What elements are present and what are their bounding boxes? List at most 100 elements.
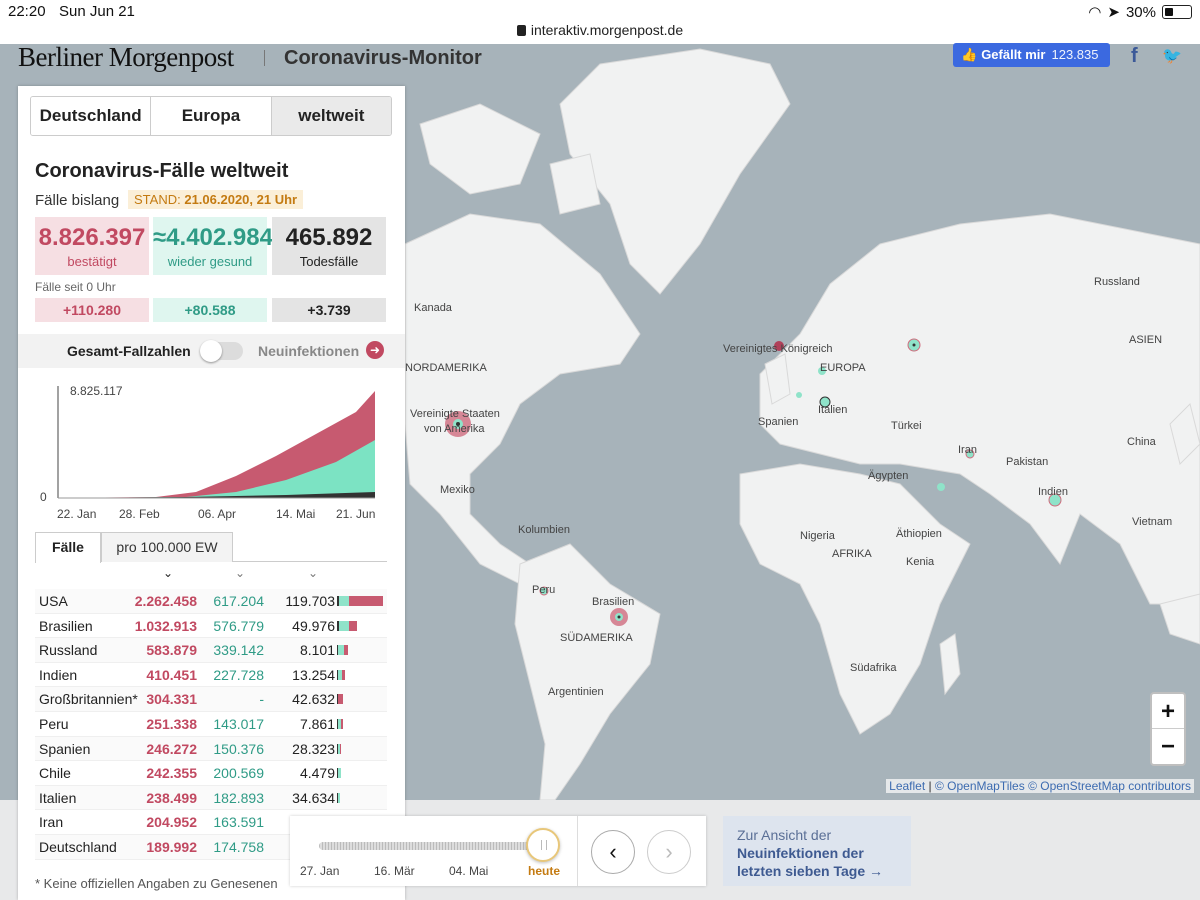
map-label: Peru	[532, 584, 556, 596]
chart-x-tick: 28. Feb	[119, 507, 160, 521]
thumb-icon: 👍	[961, 47, 978, 62]
tab-europa[interactable]: Europa	[151, 97, 272, 135]
status-bar: 22:20 Sun Jun 21 ◠ ➤ 30%	[0, 0, 1200, 22]
recovered-cell: 143.017	[213, 715, 264, 732]
time-slider-handle[interactable]	[526, 828, 560, 862]
zoom-out-button[interactable]: −	[1160, 733, 1175, 760]
toggle-label-total[interactable]: Gesamt-Fallzahlen	[67, 343, 191, 359]
new-infections-link[interactable]: Zur Ansicht der Neuinfektionen der letzt…	[723, 816, 911, 886]
map-label: Vereinigtes Königreich	[723, 343, 833, 355]
time-slider-panel: 27. Jan 16. Mär 04. Mai heute ‹ ›	[290, 816, 706, 886]
confirmed-label: bestätigt	[67, 254, 117, 269]
status-time: 22:20	[8, 3, 46, 20]
brand-logo[interactable]: Berliner Morgenpost	[18, 42, 234, 72]
row-bar	[337, 694, 343, 705]
confirmed-cell: 204.952	[146, 814, 197, 831]
recovered-label: wieder gesund	[167, 254, 253, 269]
sort-row: ⌄ ⌄ ⌄	[35, 564, 387, 584]
table-row[interactable]: Brasilien 1.032.913 576.779 49.976	[35, 614, 387, 639]
facebook-like-button[interactable]: 👍 Gefällt mir 123.835	[953, 43, 1110, 67]
deaths-area	[58, 492, 375, 498]
map-label: Vietnam	[1132, 516, 1173, 528]
map-label: SÜDAMERIKA	[560, 632, 633, 644]
map-label: Pakistan	[1006, 456, 1049, 468]
leaflet-link[interactable]: Leaflet	[889, 779, 926, 793]
confirmed-cell: 1.032.913	[134, 617, 197, 634]
slider-label-today: heute	[528, 864, 561, 878]
row-bar	[337, 718, 343, 729]
table-row[interactable]: Iran 204.952 163.591	[35, 810, 387, 835]
row-bar	[337, 743, 341, 754]
recovered-cell: 339.142	[213, 642, 264, 659]
recovered-cell: 227.728	[213, 666, 264, 683]
tab-weltweit[interactable]: weltweit	[271, 97, 391, 135]
chart-x-tick: 14. Mai	[276, 507, 315, 521]
chevron-left-icon: ‹	[609, 839, 617, 864]
toggle-label-new[interactable]: Neuinfektionen	[258, 343, 360, 359]
panel-title: Coronavirus-Fälle weltweit	[35, 160, 289, 182]
map-label: Nigeria	[800, 530, 835, 542]
table-row[interactable]: Russland 583.879 339.142 8.101	[35, 638, 387, 663]
zoom-in-button[interactable]: +	[1152, 694, 1184, 729]
slider-label: 27. Jan	[300, 864, 340, 878]
chart-x-tick: 06. Apr	[198, 507, 236, 521]
table-row[interactable]: Indien 410.451 227.728 13.254	[35, 663, 387, 688]
map-label: Kanada	[414, 302, 452, 314]
table-row[interactable]: Peru 251.338 143.017 7.861	[35, 712, 387, 737]
map-label: Iran	[958, 444, 977, 456]
link-line: Zur Ansicht der	[737, 827, 832, 843]
chevron-down-icon[interactable]: ⌄	[163, 566, 174, 580]
previous-button[interactable]: ‹	[591, 830, 635, 874]
country-name: Chile	[39, 765, 71, 782]
recovered-cell: 617.204	[213, 593, 264, 609]
recovered-area	[58, 440, 375, 498]
table-row[interactable]: Italien 238.499 182.893 34.634	[35, 785, 387, 811]
time-slider-track[interactable]	[319, 842, 541, 850]
tab-deutschland[interactable]: Deutschland	[31, 97, 152, 135]
table-row[interactable]: Spanien 246.272 150.376 28.323	[35, 736, 387, 762]
osm-link[interactable]: © OpenMapTiles © OpenStreetMap contribut…	[934, 779, 1191, 793]
country-name: Brasilien	[39, 617, 93, 634]
wifi-icon: ◠	[1088, 4, 1102, 21]
slider-label: 16. Mär	[374, 864, 415, 878]
slider-label: 04. Mai	[449, 864, 489, 878]
mode-toggle-switch[interactable]	[200, 340, 243, 362]
map-label: Indien	[1038, 486, 1068, 498]
cases-chart: 8.825.117 0 22. Jan 28. Feb 06. Apr 14. …	[40, 384, 375, 521]
table-row[interactable]: Großbritannien* 304.331 - 42.632	[35, 687, 387, 712]
link-line-bold: Neuinfektionen der	[737, 845, 864, 861]
confirmed-cell: 2.262.458	[134, 593, 197, 609]
confirmed-cell: 304.331	[146, 691, 197, 708]
location-icon: ➤	[1107, 4, 1120, 21]
table-row[interactable]: Chile 242.355 200.569 4.479	[35, 761, 387, 786]
since-midnight-label: Fälle seit 0 Uhr	[35, 280, 116, 294]
next-button[interactable]: ›	[647, 830, 691, 874]
twitter-icon[interactable]: 🐦	[1162, 48, 1182, 65]
map-shapes	[404, 48, 1200, 800]
map-label: Vereinigte Staaten	[410, 408, 500, 420]
facebook-icon[interactable]: f	[1131, 45, 1138, 67]
tab-faelle[interactable]: Fälle	[35, 532, 101, 563]
deaths-value: 465.892	[285, 224, 373, 251]
battery-percent: 30%	[1125, 3, 1156, 21]
map-label: AFRIKA	[832, 548, 872, 560]
arrow-right-icon[interactable]: ➜	[366, 341, 384, 359]
map-label: Argentinien	[548, 686, 604, 698]
table-row[interactable]: USA 2.262.458 617.204 119.703	[35, 589, 387, 614]
confirmed-value: 8.826.397	[38, 224, 146, 251]
map-label: EUROPA	[820, 362, 866, 374]
chart-x-tick: 21. Jun	[336, 507, 375, 521]
confirmed-cell: 410.451	[146, 666, 197, 683]
row-bar	[337, 768, 341, 779]
deaths-cell: 49.976	[292, 617, 335, 634]
tab-per-100k[interactable]: pro 100.000 EW	[101, 532, 233, 562]
deaths-cell: 13.254	[292, 666, 335, 683]
url-bar[interactable]: interaktiv.morgenpost.de	[0, 22, 1200, 44]
chevron-down-icon[interactable]: ⌄	[308, 566, 319, 580]
faelle-label: Fälle bislang	[35, 192, 120, 209]
row-bar	[337, 620, 357, 631]
map-label: Türkei	[891, 420, 922, 432]
chevron-down-icon[interactable]: ⌄	[235, 566, 246, 580]
deaths-cell: 42.632	[292, 691, 335, 708]
country-name: Italien	[39, 789, 77, 806]
